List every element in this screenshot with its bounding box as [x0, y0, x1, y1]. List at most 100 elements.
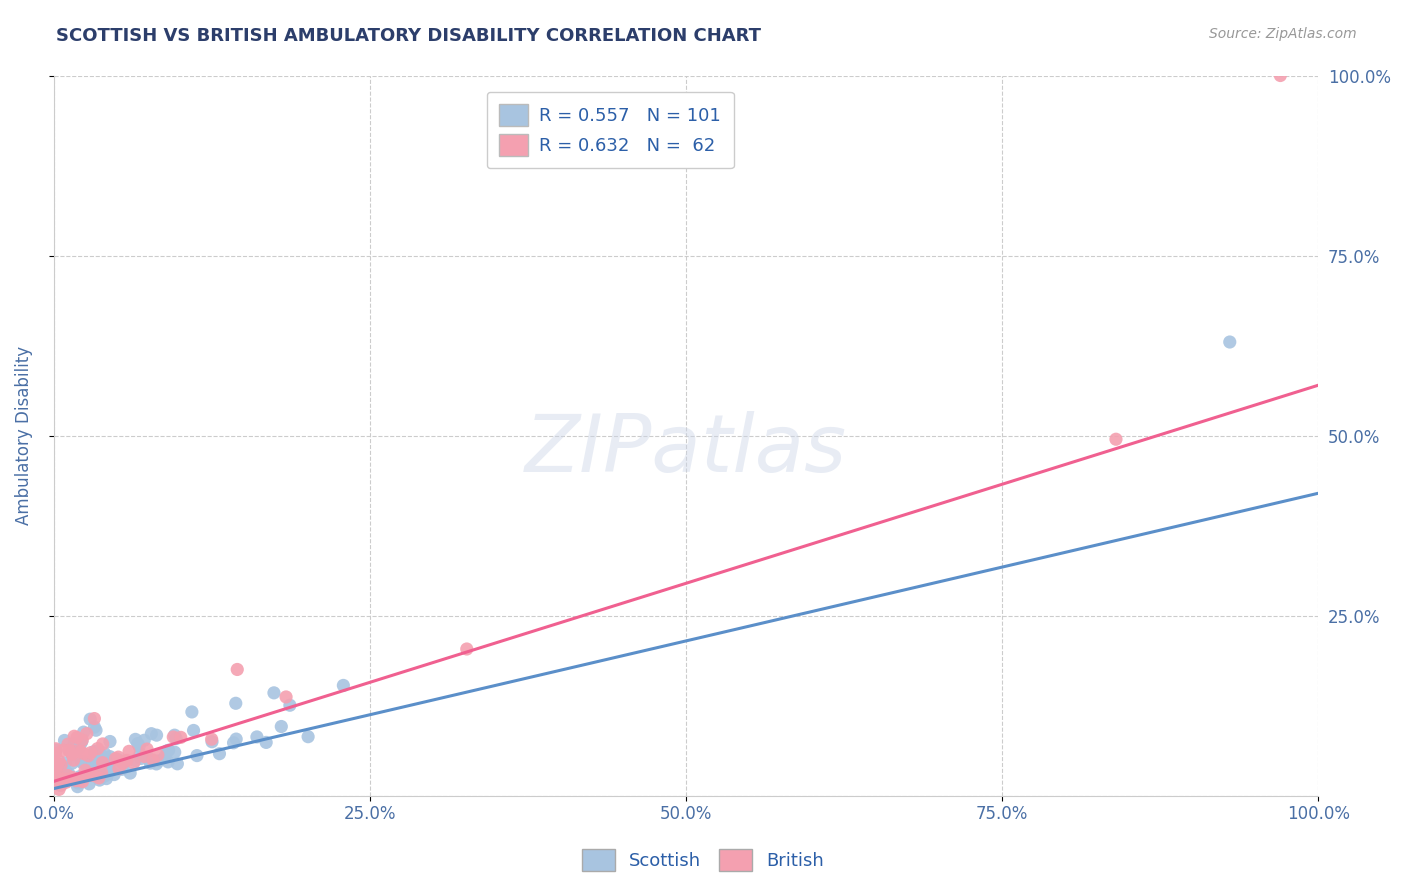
Point	[70, 734, 93, 748]
Point	[70, 745, 93, 759]
Point	[55, 775, 77, 789]
Point	[46, 776, 69, 790]
Point	[66, 744, 89, 758]
Point	[86, 767, 108, 781]
Legend: R = 0.557   N = 101, R = 0.632   N =  62: R = 0.557 N = 101, R = 0.632 N = 62	[486, 92, 734, 169]
Point	[112, 756, 135, 770]
Point	[107, 753, 129, 767]
Point	[53, 756, 76, 770]
Point	[128, 739, 150, 754]
Point	[183, 723, 205, 738]
Point	[91, 737, 114, 751]
Point	[76, 726, 98, 740]
Point	[48, 759, 70, 773]
Point	[124, 754, 146, 768]
Point	[46, 757, 69, 772]
Point	[80, 746, 103, 760]
Point	[136, 750, 159, 764]
Point	[89, 747, 111, 762]
Point	[58, 767, 80, 781]
Point	[55, 772, 77, 786]
Point	[208, 747, 231, 761]
Point	[56, 768, 79, 782]
Point	[56, 768, 79, 782]
Point	[225, 696, 247, 710]
Point	[145, 728, 167, 742]
Point	[156, 744, 179, 758]
Point	[134, 733, 156, 747]
Point	[60, 746, 83, 760]
Point	[56, 737, 79, 751]
Point	[103, 767, 125, 781]
Point	[111, 762, 134, 776]
Point	[48, 764, 70, 779]
Point	[141, 727, 163, 741]
Point	[225, 732, 247, 747]
Point	[67, 772, 90, 787]
Point	[254, 735, 277, 749]
Point	[115, 753, 138, 767]
Legend: Scottish, British: Scottish, British	[575, 842, 831, 879]
Point	[60, 756, 83, 771]
Point	[80, 767, 103, 781]
Point	[91, 762, 114, 776]
Point	[201, 732, 224, 747]
Point	[297, 730, 319, 744]
Point	[42, 774, 65, 789]
Point	[163, 728, 186, 742]
Point	[148, 754, 170, 768]
Point	[87, 771, 110, 785]
Point	[93, 746, 115, 760]
Point	[49, 778, 72, 792]
Point	[146, 747, 169, 762]
Point	[165, 731, 187, 746]
Point	[96, 758, 118, 772]
Point	[122, 756, 145, 770]
Point	[52, 743, 75, 757]
Point	[77, 767, 100, 781]
Point	[94, 769, 117, 783]
Point	[70, 756, 93, 770]
Point	[83, 720, 105, 734]
Point	[90, 758, 112, 772]
Point	[77, 777, 100, 791]
Point	[45, 770, 67, 784]
Point	[134, 749, 156, 764]
Point	[72, 774, 94, 789]
Point	[72, 747, 94, 761]
Point	[98, 734, 121, 748]
Point	[72, 755, 94, 769]
Point	[46, 756, 69, 771]
Point	[127, 737, 149, 751]
Point	[139, 756, 162, 771]
Point	[76, 756, 98, 770]
Point	[153, 750, 176, 764]
Point	[222, 736, 245, 750]
Point	[55, 773, 77, 788]
Point	[51, 778, 73, 792]
Point	[53, 733, 76, 747]
Point	[45, 765, 67, 780]
Point	[66, 731, 89, 745]
Point	[62, 753, 84, 767]
Point	[157, 743, 180, 757]
Y-axis label: Ambulatory Disability: Ambulatory Disability	[15, 346, 32, 525]
Point	[112, 756, 135, 770]
Point	[62, 739, 84, 754]
Point	[108, 762, 131, 776]
Point	[332, 678, 354, 692]
Point	[79, 712, 101, 726]
Point	[52, 773, 75, 788]
Point	[89, 773, 111, 788]
Point	[1270, 69, 1292, 83]
Point	[226, 663, 249, 677]
Point	[46, 776, 69, 790]
Point	[67, 776, 90, 790]
Point	[45, 743, 67, 757]
Point	[98, 764, 121, 779]
Point	[118, 744, 141, 758]
Point	[44, 747, 66, 761]
Point	[162, 730, 184, 744]
Point	[87, 756, 110, 770]
Point	[129, 751, 152, 765]
